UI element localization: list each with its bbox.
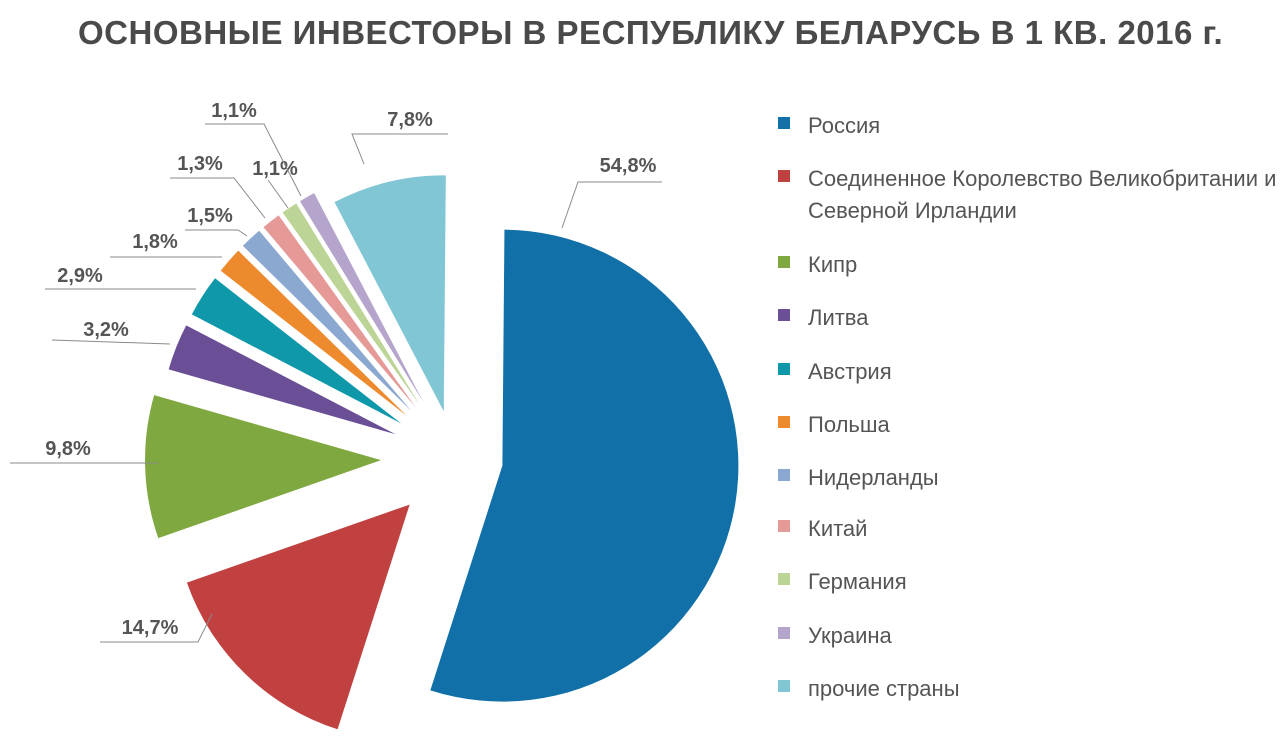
legend-label: Россия	[808, 113, 881, 138]
legend-label: Литва	[808, 305, 869, 330]
data-label-1: 54,8%	[600, 155, 657, 177]
legend-item-6: Польша	[778, 409, 1278, 441]
legend-label: Кипр	[808, 252, 858, 277]
pie-slice-5	[191, 278, 402, 424]
legend-label: прочие страны	[808, 676, 960, 701]
pie-slice-1	[430, 229, 739, 702]
data-label-3: 9,8%	[45, 438, 91, 460]
legend-label: Германия	[808, 569, 907, 594]
legend-swatch	[778, 416, 790, 428]
legend-swatch	[778, 256, 790, 268]
legend-item-9: Германия	[778, 566, 1278, 598]
legend-label: Соединенное Королевство Великобритании и…	[808, 166, 1277, 223]
data-label-10: 1,1%	[211, 100, 257, 122]
legend-label: Украина	[808, 623, 892, 648]
legend-swatch	[778, 520, 790, 532]
pie-slice-9	[282, 203, 420, 405]
leader-line-2	[100, 613, 213, 643]
leader-line-9	[267, 179, 289, 209]
pie-slice-2	[186, 504, 410, 730]
legend-label: Нидерланды	[808, 465, 939, 490]
legend-swatch	[778, 170, 790, 182]
legend-item-2: Соединенное Королевство Великобритании и…	[778, 163, 1278, 227]
legend-item-3: Кипр	[778, 249, 1278, 281]
legend-swatch	[778, 363, 790, 375]
legend-swatch	[778, 573, 790, 585]
data-label-2: 14,7%	[122, 617, 179, 639]
legend-swatch	[778, 627, 790, 639]
legend-item-1: Россия	[778, 110, 1278, 142]
pie-slice-7	[242, 230, 412, 412]
data-label-4: 3,2%	[83, 319, 129, 341]
data-label-8: 1,3%	[177, 153, 223, 175]
legend-label: Китай	[808, 516, 868, 541]
leader-line-10	[205, 123, 302, 197]
data-label-11: 7,8%	[387, 109, 433, 131]
legend-item-4: Литва	[778, 302, 1278, 334]
legend-swatch	[778, 680, 790, 692]
pie-slice-3	[145, 395, 382, 539]
pie-slice-6	[220, 250, 407, 416]
legend-swatch	[778, 117, 790, 129]
legend-label: Австрия	[808, 359, 892, 384]
chart-title: ОСНОВНЫЕ ИНВЕСТОРЫ В РЕСПУБЛИКУ БЕЛАРУСЬ…	[78, 14, 1224, 51]
leader-line-4	[51, 339, 171, 345]
legend-item-11: прочие страны	[778, 673, 1278, 705]
legend-swatch	[778, 469, 790, 481]
leader-line-8	[170, 177, 266, 219]
leader-line-11	[351, 133, 448, 165]
data-label-6: 1,8%	[132, 231, 178, 253]
legend-item-10: Украина	[778, 620, 1278, 652]
legend-label: Польша	[808, 412, 890, 437]
pie-slice-8	[263, 215, 416, 408]
legend-item-5: Австрия	[778, 356, 1278, 388]
data-label-9: 1,1%	[252, 158, 298, 180]
leader-line-7	[185, 229, 248, 237]
data-label-5: 2,9%	[57, 265, 103, 287]
leader-line-1	[561, 181, 662, 229]
legend-swatch	[778, 309, 790, 321]
pie-slice-11	[334, 175, 446, 412]
pie-slice-10	[299, 193, 424, 403]
legend-item-7: Нидерланды	[778, 462, 1278, 494]
data-label-7: 1,5%	[187, 205, 233, 227]
legend-item-8: Китай	[778, 513, 1278, 545]
pie-slice-4	[168, 325, 396, 435]
